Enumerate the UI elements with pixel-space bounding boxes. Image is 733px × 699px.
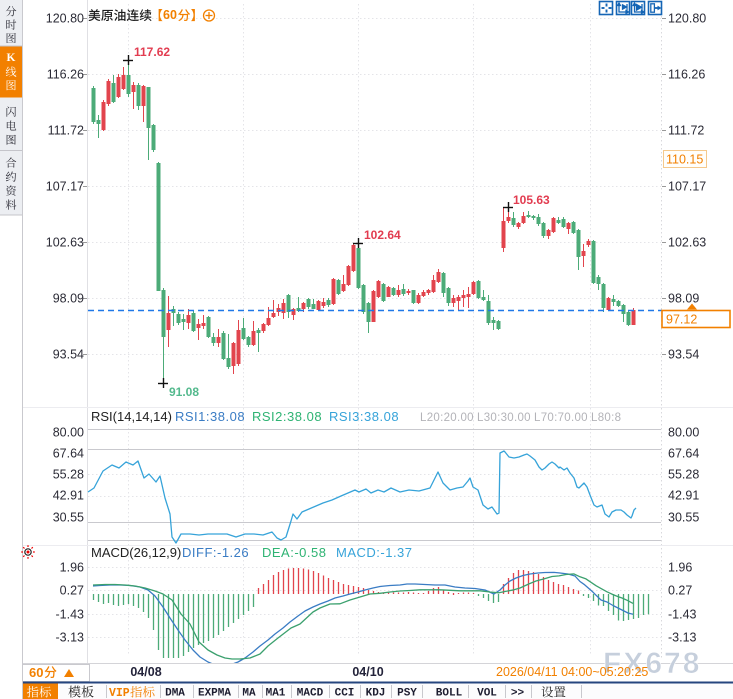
svg-text:60: 60 (163, 8, 177, 22)
svg-text:RSI2:38.08: RSI2:38.08 (252, 409, 322, 424)
svg-text:DMA: DMA (165, 688, 185, 699)
svg-text:93.54: 93.54 (53, 348, 84, 362)
svg-text:97.12: 97.12 (666, 313, 697, 327)
svg-text:42.91: 42.91 (668, 489, 699, 503)
svg-text:110.15: 110.15 (666, 153, 703, 167)
svg-text:80.00: 80.00 (53, 426, 84, 440)
svg-text:111.72: 111.72 (48, 124, 84, 138)
svg-text:L70:70.00: L70:70.00 (534, 412, 588, 424)
svg-text:120.80: 120.80 (46, 12, 84, 26)
svg-text:MACD:-1.37: MACD:-1.37 (336, 545, 413, 560)
svg-text:98.09: 98.09 (668, 292, 699, 306)
svg-text:30.55: 30.55 (53, 511, 84, 525)
svg-text:FX678: FX678 (603, 647, 701, 680)
svg-text:2026/04/11 04:00~05:20:25: 2026/04/11 04:00~05:20:25 (496, 665, 648, 679)
svg-text:67.64: 67.64 (668, 447, 699, 461)
svg-text:-1.43: -1.43 (668, 608, 697, 622)
svg-text:RSI1:38.08: RSI1:38.08 (175, 409, 245, 424)
svg-text:L30:30.00: L30:30.00 (477, 412, 531, 424)
svg-text:120.80: 120.80 (668, 12, 706, 26)
svg-text:111.72: 111.72 (668, 124, 704, 138)
svg-text:1.96: 1.96 (668, 561, 692, 575)
svg-text:102.63: 102.63 (46, 236, 84, 250)
svg-text:30.55: 30.55 (668, 511, 699, 525)
svg-text:55.28: 55.28 (668, 468, 699, 482)
svg-text:DEA:-0.58: DEA:-0.58 (262, 545, 326, 560)
svg-text:116.26: 116.26 (47, 68, 84, 82)
svg-text:98.09: 98.09 (53, 292, 84, 306)
svg-text:107.17: 107.17 (46, 180, 84, 194)
svg-text:116.26: 116.26 (668, 68, 705, 82)
svg-text:EXPMA: EXPMA (198, 688, 231, 699)
svg-text:91.08: 91.08 (169, 385, 199, 399)
svg-text:MACD(26,12,9): MACD(26,12,9) (91, 545, 181, 560)
svg-text:55.28: 55.28 (53, 468, 84, 482)
svg-text:102.64: 102.64 (364, 228, 401, 242)
svg-text:102.63: 102.63 (668, 236, 706, 250)
svg-text:L20:20.00: L20:20.00 (420, 412, 474, 424)
svg-text:MA: MA (242, 688, 256, 699)
svg-text:>>: >> (511, 688, 525, 699)
svg-text:CCI: CCI (335, 688, 355, 699)
svg-text:VOL: VOL (477, 688, 497, 699)
svg-text:KDJ: KDJ (366, 688, 386, 699)
svg-text:K: K (7, 52, 16, 64)
svg-text:MA1: MA1 (266, 688, 286, 699)
svg-text:VIP: VIP (109, 687, 130, 699)
svg-text:04/08: 04/08 (130, 665, 161, 679)
svg-text:L80:8: L80:8 (591, 412, 621, 424)
svg-text:117.62: 117.62 (134, 45, 170, 59)
svg-text:DIFF:-1.26: DIFF:-1.26 (182, 545, 249, 560)
svg-text:BOLL: BOLL (436, 688, 463, 699)
svg-text:-3.13: -3.13 (668, 631, 697, 645)
svg-text:RSI(14,14,14): RSI(14,14,14) (91, 409, 172, 424)
svg-text:42.91: 42.91 (53, 489, 84, 503)
svg-text:04/10: 04/10 (352, 665, 383, 679)
svg-text:107.17: 107.17 (668, 180, 706, 194)
svg-text:PSY: PSY (397, 688, 417, 699)
svg-text:0.27: 0.27 (60, 584, 84, 598)
svg-text:MACD: MACD (297, 688, 324, 699)
svg-text:RSI3:38.08: RSI3:38.08 (329, 409, 399, 424)
svg-text:-3.13: -3.13 (56, 631, 85, 645)
svg-text:0.27: 0.27 (668, 584, 692, 598)
svg-text:60: 60 (29, 665, 43, 680)
svg-text:105.63: 105.63 (513, 193, 550, 207)
svg-text:1.96: 1.96 (60, 561, 84, 575)
svg-text:67.64: 67.64 (53, 447, 84, 461)
svg-text:80.00: 80.00 (668, 426, 699, 440)
svg-text:93.54: 93.54 (668, 348, 699, 362)
svg-text:-1.43: -1.43 (56, 608, 85, 622)
